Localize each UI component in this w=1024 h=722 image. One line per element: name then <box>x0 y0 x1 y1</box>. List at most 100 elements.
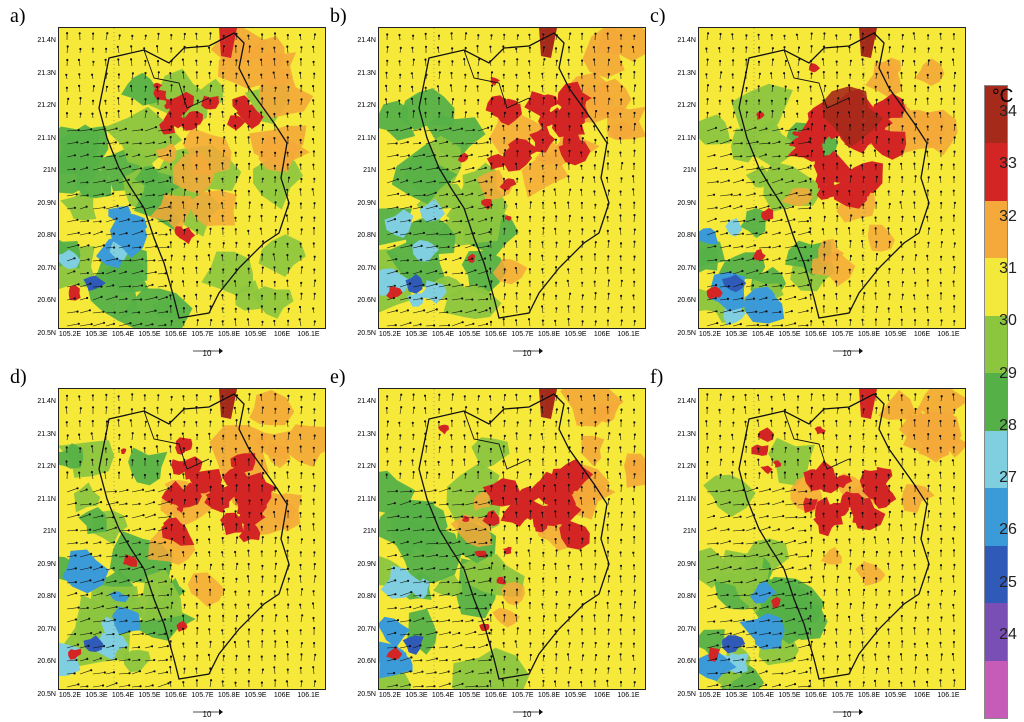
wind-arrow <box>131 607 143 610</box>
wind-arrow-head <box>195 421 198 424</box>
wind-arrow <box>386 502 395 506</box>
cold-zone <box>419 198 445 222</box>
wind-arrow <box>105 193 114 197</box>
wind-arrow-head <box>449 515 452 518</box>
wind-arrow-head <box>300 421 303 424</box>
wind-arrow <box>79 594 88 597</box>
hot-zone <box>244 472 279 504</box>
wind-arrow <box>313 111 315 119</box>
wind-arrow-head <box>286 124 289 128</box>
wind-arrow-head <box>489 240 492 243</box>
wind-arrow-head <box>719 85 722 88</box>
wind-arrow-head <box>196 614 199 617</box>
wind-arrow <box>503 615 505 623</box>
wind-arrow <box>105 128 117 132</box>
wind-arrow-head <box>247 267 250 270</box>
wind-arrow-head <box>555 602 558 606</box>
wind-arrow-head <box>594 549 597 552</box>
wind-arrow-head <box>502 471 505 474</box>
wind-arrow-head <box>115 605 118 608</box>
wind-arrow-head <box>516 177 519 180</box>
wind-arrow-head <box>490 280 493 283</box>
wind-arrow <box>105 270 115 275</box>
wind-arrow-head <box>209 395 212 398</box>
wind-arrow-head <box>406 271 409 274</box>
hot-zone <box>486 153 507 170</box>
wind-arrow-head <box>745 86 748 90</box>
wind-arrow-head <box>144 420 147 423</box>
warm-zone <box>267 442 288 469</box>
wind-arrow-head <box>169 655 173 658</box>
wind-arrow-head <box>182 473 185 476</box>
wind-arrow-head <box>222 473 225 476</box>
wind-arrow <box>105 658 117 662</box>
wind-arrow-head <box>516 150 519 153</box>
wind-arrow <box>771 111 773 119</box>
wind-arrow <box>66 619 77 623</box>
wind-arrow-head <box>419 220 422 223</box>
wind-arrow-head <box>151 684 154 687</box>
wind-arrow-head <box>940 72 943 75</box>
wind-arrow-head <box>633 628 636 631</box>
wind-arrow-head <box>169 305 172 308</box>
wind-arrow-head <box>542 551 545 554</box>
wind-arrow-head <box>473 232 476 235</box>
wind-arrow-head <box>300 538 303 541</box>
wind-arrow <box>399 606 411 610</box>
longitude-label: 106.1E <box>937 331 960 338</box>
wind-arrow-head <box>951 58 955 61</box>
wind-arrow-head <box>476 421 479 424</box>
wind-arrow-head <box>419 633 422 636</box>
wind-arrow-head <box>286 279 289 282</box>
wind-arrow-head <box>752 257 755 260</box>
wind-arrow-head <box>752 181 755 184</box>
wind-arrow-head <box>489 254 492 257</box>
wind-arrow-head <box>299 163 302 166</box>
wind-arrow-head <box>836 123 839 126</box>
wind-arrow-head <box>555 459 558 462</box>
wind-arrow-head <box>111 644 115 647</box>
wind-arrow <box>464 541 475 545</box>
wind-arrow-head <box>940 46 943 50</box>
wind-arrow-head <box>445 219 448 222</box>
wind-arrow-head <box>716 322 719 325</box>
wind-arrow-head <box>183 97 186 101</box>
wind-arrow-head <box>619 203 622 206</box>
latitude-label: 20.8N <box>37 593 56 600</box>
wind-arrow-head <box>196 446 199 450</box>
wind-arrow-head <box>406 567 410 570</box>
wind-arrow-head <box>471 205 474 208</box>
wind-arrow-head <box>129 322 132 325</box>
wind-arrow-head <box>542 615 546 618</box>
wind-arrow-head <box>75 529 78 532</box>
wind-arrow-head <box>235 523 238 526</box>
wind-arrow-head <box>451 60 454 63</box>
wind-arrow-head <box>170 408 173 411</box>
wind-arrow-head <box>463 445 467 448</box>
wind-arrow-head <box>607 46 610 49</box>
wind-arrow <box>438 246 449 249</box>
wind-arrow-head <box>503 525 506 528</box>
wind-arrow-head <box>888 85 891 89</box>
wind-arrow-head <box>222 434 225 438</box>
wind-arrow-head <box>633 536 636 539</box>
wind-arrow-head <box>718 99 721 102</box>
wind-arrow-head <box>91 394 95 397</box>
wind-arrow-head <box>395 258 398 261</box>
wind-arrow-head <box>593 125 596 128</box>
wind-arrow <box>248 111 251 119</box>
wind-arrow-head <box>141 606 144 609</box>
wind-arrow-head <box>261 123 264 127</box>
wind-arrow-head <box>222 654 225 658</box>
wind-arrow-head <box>875 201 878 204</box>
wind-arrow-head <box>926 306 929 309</box>
wind-arrow <box>607 576 610 584</box>
wind-arrow <box>784 245 796 249</box>
wind-arrow-head <box>738 193 742 196</box>
wind-arrow-head <box>593 253 596 256</box>
wind-arrow-head <box>607 240 610 243</box>
wind-arrow-head <box>715 258 718 261</box>
wind-arrow-head <box>581 240 584 243</box>
wind-arrow <box>299 319 302 327</box>
wind-arrow-head <box>286 653 289 656</box>
